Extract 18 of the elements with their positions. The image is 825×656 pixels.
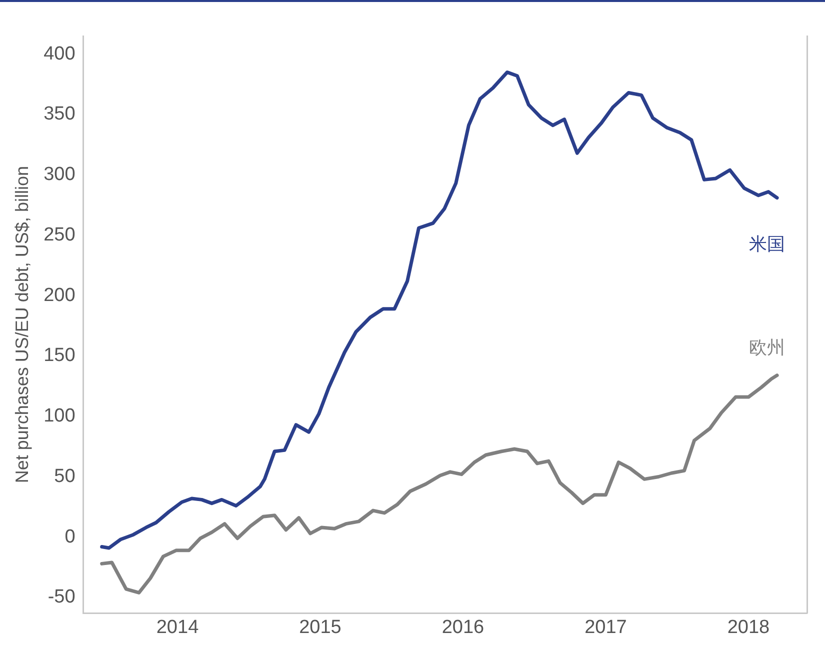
y-tick-label: 250 [44, 224, 76, 246]
y-tick-label: -50 [48, 586, 76, 608]
series-label: 欧州 [749, 337, 786, 358]
x-tick-label: 2015 [299, 616, 342, 638]
y-tick-label: 300 [44, 164, 76, 186]
y-tick-label: 400 [44, 43, 76, 64]
x-tick-label: 2014 [156, 616, 200, 638]
y-axis-title: Net purchases US/EU debt, US$, billion [12, 166, 32, 484]
y-tick-label: 50 [54, 466, 76, 487]
x-tick-label: 2016 [442, 616, 484, 638]
y-tick-label: 350 [44, 104, 76, 125]
y-tick-label: 200 [44, 284, 76, 306]
x-tick-label: 2017 [584, 616, 627, 638]
y-tick-label: 0 [64, 526, 76, 548]
y-tick-label: 100 [44, 406, 76, 427]
y-tick-label: 150 [44, 345, 76, 366]
text: 米国 [749, 234, 786, 254]
x-tick-label: 2018 [727, 616, 770, 638]
